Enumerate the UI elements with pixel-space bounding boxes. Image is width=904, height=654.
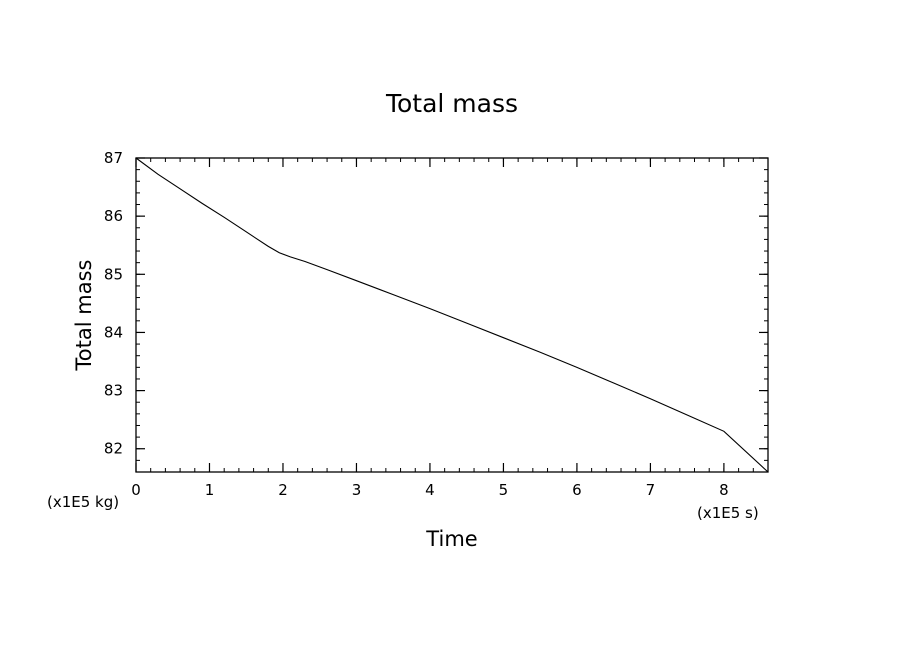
y-unit-label: (x1E5 kg) xyxy=(47,493,119,511)
x-tick-label: 1 xyxy=(205,481,215,499)
x-tick-label: 3 xyxy=(352,481,362,499)
y-tick-label: 86 xyxy=(104,207,123,225)
axis-ticks xyxy=(135,157,769,473)
total-mass-series-line xyxy=(135,157,769,473)
x-tick-label: 6 xyxy=(572,481,582,499)
plot-frame xyxy=(135,157,769,473)
y-tick-label: 85 xyxy=(104,265,123,283)
x-tick-label: 4 xyxy=(425,481,435,499)
x-tick-label: 5 xyxy=(499,481,509,499)
y-tick-label: 87 xyxy=(104,149,123,167)
y-tick-label: 84 xyxy=(104,323,123,341)
y-axis-label: Total mass xyxy=(72,260,96,372)
y-tick-label: 82 xyxy=(104,440,123,458)
x-unit-label: (x1E5 s) xyxy=(697,504,759,522)
y-tick-label: 83 xyxy=(104,382,123,400)
x-tick-label: 2 xyxy=(278,481,288,499)
x-tick-label: 0 xyxy=(131,481,141,499)
x-tick-labels: 0 1 2 3 4 5 6 7 8 xyxy=(131,481,728,499)
y-tick-labels: 82 83 84 85 86 87 xyxy=(104,149,123,458)
x-axis-label: Time xyxy=(425,527,477,551)
x-tick-label: 7 xyxy=(646,481,656,499)
chart-title: Total mass xyxy=(385,89,518,118)
x-tick-label: 8 xyxy=(719,481,729,499)
